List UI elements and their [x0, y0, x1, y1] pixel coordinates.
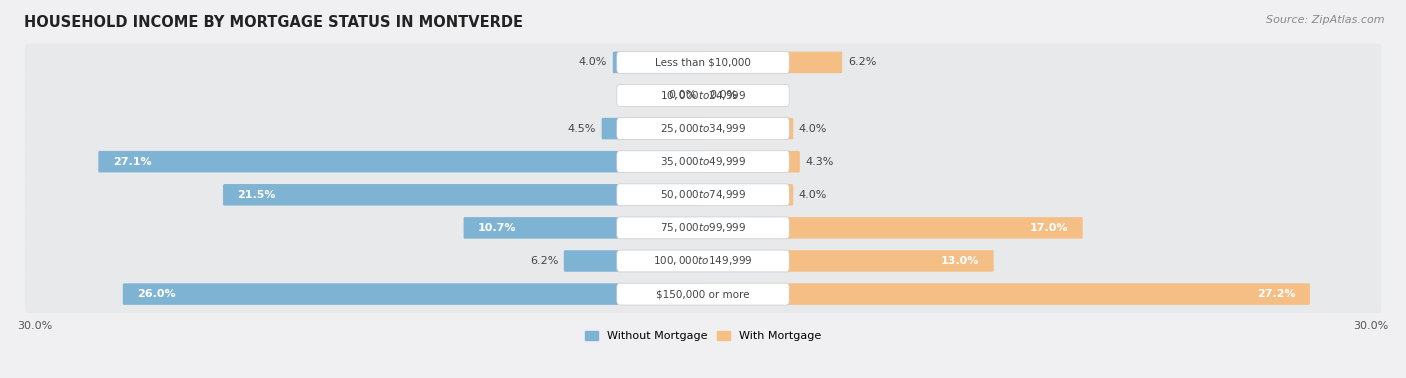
FancyBboxPatch shape [702, 118, 793, 139]
FancyBboxPatch shape [702, 217, 1083, 239]
Text: $150,000 or more: $150,000 or more [657, 289, 749, 299]
Text: $50,000 to $74,999: $50,000 to $74,999 [659, 188, 747, 201]
Text: 6.2%: 6.2% [530, 256, 558, 266]
FancyBboxPatch shape [25, 209, 1381, 247]
Text: 4.3%: 4.3% [806, 157, 834, 167]
Text: 21.5%: 21.5% [238, 190, 276, 200]
Text: $75,000 to $99,999: $75,000 to $99,999 [659, 222, 747, 234]
Legend: Without Mortgage, With Mortgage: Without Mortgage, With Mortgage [581, 327, 825, 346]
Text: 4.0%: 4.0% [799, 190, 827, 200]
FancyBboxPatch shape [617, 151, 789, 173]
Text: 27.2%: 27.2% [1257, 289, 1295, 299]
FancyBboxPatch shape [617, 118, 789, 139]
Text: 4.0%: 4.0% [579, 57, 607, 67]
FancyBboxPatch shape [25, 110, 1381, 147]
Text: 13.0%: 13.0% [941, 256, 979, 266]
Text: $35,000 to $49,999: $35,000 to $49,999 [659, 155, 747, 168]
Text: 4.5%: 4.5% [568, 124, 596, 133]
Text: $25,000 to $34,999: $25,000 to $34,999 [659, 122, 747, 135]
FancyBboxPatch shape [617, 85, 789, 107]
Text: HOUSEHOLD INCOME BY MORTGAGE STATUS IN MONTVERDE: HOUSEHOLD INCOME BY MORTGAGE STATUS IN M… [24, 15, 523, 30]
FancyBboxPatch shape [617, 283, 789, 305]
FancyBboxPatch shape [617, 184, 789, 206]
Text: 17.0%: 17.0% [1029, 223, 1069, 233]
FancyBboxPatch shape [702, 52, 842, 73]
FancyBboxPatch shape [617, 250, 789, 272]
FancyBboxPatch shape [25, 77, 1381, 115]
FancyBboxPatch shape [613, 52, 704, 73]
FancyBboxPatch shape [25, 176, 1381, 214]
FancyBboxPatch shape [702, 284, 1310, 305]
FancyBboxPatch shape [25, 275, 1381, 313]
Text: 27.1%: 27.1% [112, 157, 152, 167]
FancyBboxPatch shape [564, 250, 704, 272]
FancyBboxPatch shape [702, 151, 800, 172]
FancyBboxPatch shape [617, 51, 789, 73]
FancyBboxPatch shape [617, 217, 789, 239]
FancyBboxPatch shape [602, 118, 704, 139]
Text: 0.0%: 0.0% [710, 90, 738, 101]
Text: $10,000 to $24,999: $10,000 to $24,999 [659, 89, 747, 102]
FancyBboxPatch shape [464, 217, 704, 239]
FancyBboxPatch shape [25, 43, 1381, 81]
Text: 4.0%: 4.0% [799, 124, 827, 133]
FancyBboxPatch shape [702, 184, 793, 206]
FancyBboxPatch shape [25, 242, 1381, 280]
FancyBboxPatch shape [98, 151, 704, 172]
FancyBboxPatch shape [25, 143, 1381, 181]
FancyBboxPatch shape [702, 250, 994, 272]
FancyBboxPatch shape [224, 184, 704, 206]
FancyBboxPatch shape [122, 284, 704, 305]
Text: Less than $10,000: Less than $10,000 [655, 57, 751, 67]
Text: 0.0%: 0.0% [668, 90, 696, 101]
Text: Source: ZipAtlas.com: Source: ZipAtlas.com [1267, 15, 1385, 25]
Text: 10.7%: 10.7% [478, 223, 516, 233]
Text: $100,000 to $149,999: $100,000 to $149,999 [654, 254, 752, 268]
Text: 6.2%: 6.2% [848, 57, 876, 67]
Text: 26.0%: 26.0% [138, 289, 176, 299]
